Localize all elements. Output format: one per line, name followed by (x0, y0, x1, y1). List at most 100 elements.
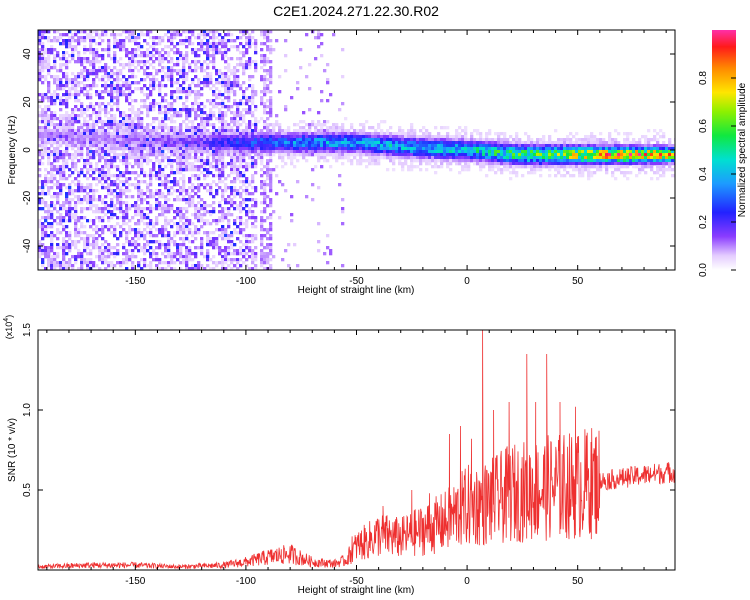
heatmap-cell (92, 264, 96, 268)
heatmap-cell (311, 150, 315, 154)
heatmap-cell (371, 156, 375, 160)
heatmap-cell (218, 246, 222, 250)
heatmap-cell (38, 66, 42, 70)
heatmap-cell (83, 207, 87, 211)
heatmap-cell (125, 255, 129, 259)
heatmap-cell (434, 141, 438, 145)
heatmap-cell (65, 243, 69, 247)
heatmap-cell (221, 168, 225, 172)
heatmap-cell (131, 264, 135, 268)
heatmap-cell (221, 213, 225, 217)
heatmap-cell (491, 141, 495, 145)
heatmap-cell (218, 138, 222, 142)
heatmap-cell (212, 153, 216, 157)
heatmap-cell (221, 153, 225, 157)
heatmap-cell (197, 150, 201, 154)
heatmap-cell (158, 231, 162, 235)
heatmap-cell (71, 87, 75, 91)
heatmap-cell (113, 195, 117, 199)
heatmap-cell (341, 150, 345, 154)
heatmap-cell (473, 138, 477, 142)
heatmap-cell (479, 168, 483, 172)
heatmap-cell (116, 243, 120, 247)
heatmap-cell (152, 153, 156, 157)
heatmap-cell (98, 249, 102, 253)
heatmap-cell (62, 237, 66, 241)
heatmap-cell (143, 246, 147, 250)
heatmap-cell (383, 153, 387, 157)
heatmap-cell (152, 249, 156, 253)
heatmap-cell (221, 171, 225, 175)
heatmap-cell (107, 204, 111, 208)
heatmap-cell (47, 123, 51, 127)
heatmap-cell (323, 144, 327, 148)
heatmap-cell (83, 48, 87, 52)
heatmap-cell (254, 147, 258, 151)
heatmap-cell (266, 168, 270, 172)
heatmap-cell (251, 87, 255, 91)
heatmap-cell (293, 132, 297, 136)
heatmap-cell (92, 138, 96, 142)
heatmap-cell (275, 165, 279, 169)
heatmap-cell (494, 147, 498, 151)
heatmap-cell (41, 216, 45, 220)
heatmap-cell (224, 228, 228, 232)
heatmap-cell (122, 219, 126, 223)
heatmap-cell (143, 63, 147, 67)
heatmap-cell (152, 147, 156, 151)
heatmap-cell (425, 162, 429, 166)
heatmap-cell (266, 141, 270, 145)
heatmap-cell (128, 225, 132, 229)
heatmap-cell (206, 168, 210, 172)
heatmap-cell (257, 132, 261, 136)
heatmap-cell (122, 117, 126, 121)
heatmap-cell (107, 120, 111, 124)
heatmap-cell (68, 90, 72, 94)
heatmap-cell (44, 249, 48, 253)
heatmap-cell (176, 135, 180, 139)
heatmap-cell (461, 156, 465, 160)
heatmap-cell (95, 111, 99, 115)
heatmap-cell (134, 213, 138, 217)
heatmap-cell (455, 156, 459, 160)
heatmap-cell (194, 153, 198, 157)
heatmap-cell (44, 168, 48, 172)
heatmap-cell (44, 48, 48, 52)
heatmap-cell (77, 90, 81, 94)
heatmap-cell (50, 237, 54, 241)
heatmap-cell (239, 222, 243, 226)
heatmap-cell (476, 138, 480, 142)
heatmap-cell (104, 180, 108, 184)
heatmap-cell (218, 90, 222, 94)
heatmap-cell (95, 42, 99, 46)
heatmap-cell (206, 153, 210, 157)
heatmap-cell (161, 159, 165, 163)
heatmap-cell (137, 210, 141, 214)
heatmap-cell (260, 255, 264, 259)
heatmap-cell (155, 42, 159, 46)
heatmap-cell (146, 60, 150, 64)
heatmap-cell (269, 243, 273, 247)
heatmap-cell (233, 81, 237, 85)
heatmap-cell (74, 243, 78, 247)
heatmap-cell (185, 201, 189, 205)
heatmap-cell (302, 153, 306, 157)
heatmap-cell (125, 147, 129, 151)
heatmap-cell (119, 114, 123, 118)
heatmap-cell (107, 75, 111, 79)
heatmap-cell (65, 144, 69, 148)
heatmap-cell (158, 132, 162, 136)
heatmap-cell (41, 207, 45, 211)
heatmap-cell (134, 240, 138, 244)
heatmap-cell (527, 144, 531, 148)
heatmap-cell (107, 102, 111, 106)
heatmap-cell (173, 189, 177, 193)
heatmap-cell (227, 147, 231, 151)
heatmap-cell (128, 195, 132, 199)
heatmap-cell (200, 132, 204, 136)
heatmap-cell (59, 108, 63, 112)
heatmap-cell (80, 129, 84, 133)
heatmap-cell (47, 213, 51, 217)
heatmap-cell (533, 147, 537, 151)
heatmap-cell (275, 135, 279, 139)
